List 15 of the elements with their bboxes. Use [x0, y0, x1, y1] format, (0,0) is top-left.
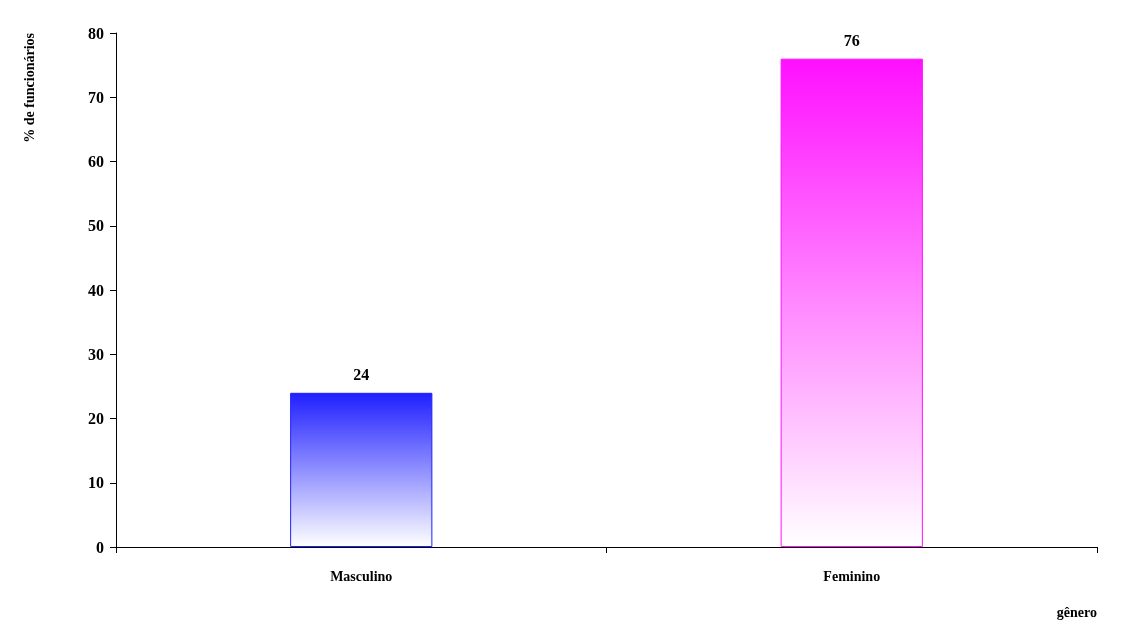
data-label: 24: [353, 366, 370, 384]
y-tick-label: 30: [88, 345, 104, 363]
y-tick-label: 20: [88, 410, 104, 427]
y-axis-title: % de funcionários: [21, 32, 37, 143]
data-label: 76: [843, 32, 860, 50]
x-tick-label: Feminino: [823, 568, 881, 584]
y-tick-label: 80: [88, 24, 104, 42]
y-tick-label: 40: [88, 281, 104, 299]
y-tick-label: 60: [88, 153, 104, 170]
x-axis-title: gênero: [1056, 604, 1097, 620]
y-tick-label: 70: [88, 88, 104, 106]
x-tick-label: Masculino: [330, 568, 393, 584]
y-tick-label: 10: [88, 474, 104, 492]
y-tick-label: 50: [88, 217, 104, 235]
y-tick-label: 0: [96, 538, 104, 556]
